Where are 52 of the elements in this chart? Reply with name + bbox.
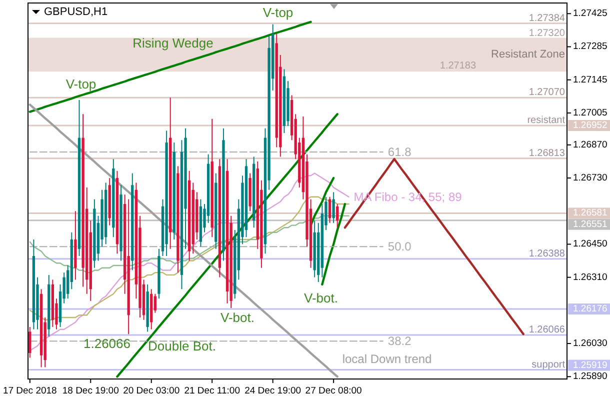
annotation: V-top bbox=[262, 5, 294, 20]
y-tick-label: 1.27005 bbox=[573, 107, 608, 118]
y-tick-label: 1.26310 bbox=[573, 272, 608, 283]
ref-line-label: 1.26813 bbox=[528, 148, 566, 159]
x-tick-label: 20 Dec 03:00 bbox=[123, 386, 180, 396]
ref-line-label: resistant bbox=[527, 114, 566, 126]
x-tick-label: 17 Dec 2018 bbox=[2, 386, 57, 396]
series-label: 61.8 bbox=[388, 144, 412, 159]
annotation: Double Bot. bbox=[148, 338, 216, 354]
y-tick-label: 1.26450 bbox=[573, 238, 608, 250]
y-tick-label: 1.27145 bbox=[573, 74, 608, 86]
annotation: V-bot. bbox=[220, 310, 254, 325]
ref-line-label: 1.26066 bbox=[528, 324, 566, 336]
band-label: Resistant Zone bbox=[491, 48, 565, 61]
ref-line-label: 1.26388 bbox=[528, 248, 566, 260]
y-tick-label: 1.26870 bbox=[573, 139, 608, 150]
annotation: V-bot. bbox=[304, 290, 338, 306]
line-series bbox=[29, 172, 350, 352]
ref-line-label: 1.27320 bbox=[528, 28, 566, 39]
candlestick bbox=[328, 196, 332, 224]
y-tick-label: 1.25919 bbox=[573, 360, 608, 371]
y-tick-label: 1.26952 bbox=[573, 120, 608, 131]
candlestick bbox=[28, 326, 32, 358]
y-tick-label: 1.26551 bbox=[573, 218, 608, 230]
candlestick bbox=[336, 204, 339, 228]
line-series bbox=[344, 158, 524, 336]
x-tick-label: 24 Dec 19:00 bbox=[244, 386, 302, 396]
y-tick-label: 1.26581 bbox=[573, 208, 608, 219]
series-label: 38.2 bbox=[388, 334, 412, 348]
line-series bbox=[28, 20, 312, 113]
annotation: V-top bbox=[66, 76, 96, 92]
annotation: 1.26066 bbox=[84, 336, 130, 351]
series-label: 50.0 bbox=[388, 240, 412, 254]
line-series bbox=[310, 176, 335, 226]
candlestick bbox=[332, 192, 335, 224]
x-tick-label: 18 Dec 19:00 bbox=[62, 386, 119, 396]
chart-title: GBPUSD,H1 bbox=[44, 6, 108, 18]
y-tick-label: 1.27285 bbox=[573, 41, 608, 52]
ref-line-label: 1.27183 bbox=[440, 60, 476, 72]
x-tick-label: 21 Dec 11:00 bbox=[184, 386, 240, 396]
y-tick-label: 1.26030 bbox=[573, 338, 608, 350]
ref-line-label: support bbox=[532, 359, 566, 370]
annotation: Rising Wedge bbox=[132, 36, 214, 50]
y-tick-label: 1.25890 bbox=[573, 371, 608, 382]
ref-line-label: 1.27384 bbox=[528, 12, 566, 24]
y-tick-label: 1.26176 bbox=[573, 304, 608, 315]
ref-line-label: 1.27070 bbox=[528, 87, 566, 98]
y-tick-label: 1.27425 bbox=[573, 8, 608, 20]
series-label: local Down trend bbox=[342, 352, 432, 366]
x-tick-label: 27 Dec 08:00 bbox=[305, 386, 362, 396]
y-tick-label: 1.26730 bbox=[573, 172, 608, 184]
line-series bbox=[321, 202, 346, 286]
